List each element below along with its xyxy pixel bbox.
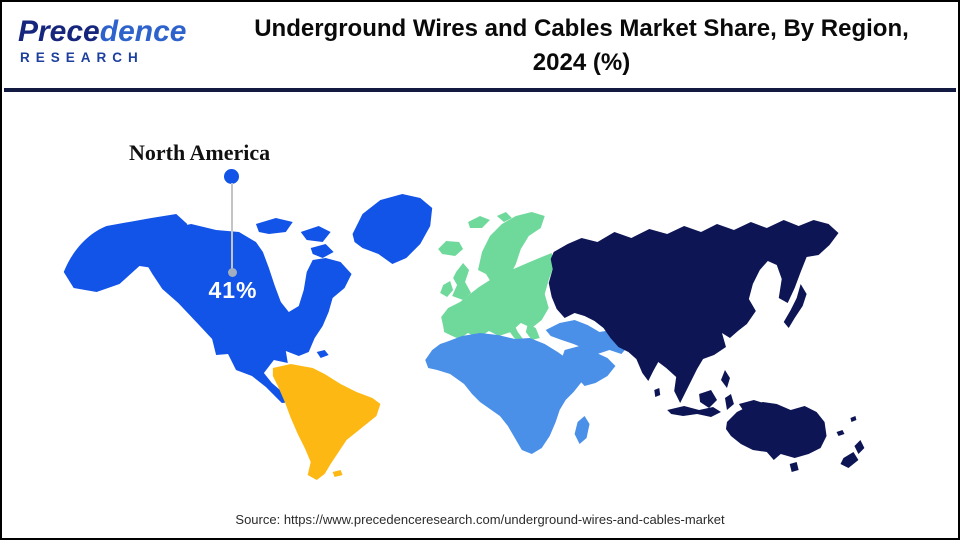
landmass-falklands[interactable]: [332, 470, 343, 477]
source-text: Source: https://www.precedenceresearch.c…: [235, 512, 725, 527]
landmass-britain[interactable]: [452, 263, 472, 300]
landmass-australia[interactable]: [725, 402, 827, 460]
landmass-svalbard[interactable]: [468, 212, 512, 228]
annotation-region-label: North America: [129, 140, 271, 165]
logo-wordmark-part2: dence: [99, 15, 187, 48]
region-asia-pacific[interactable]: [548, 220, 865, 472]
logo-wordmark: Precedence: [18, 16, 218, 48]
landmass-europe-mainland[interactable]: [441, 253, 554, 339]
landmass-philippines[interactable]: [720, 370, 730, 388]
region-europe[interactable]: [438, 212, 554, 343]
landmass-pacific-islands[interactable]: [836, 416, 857, 436]
header: Precedence RESEARCH Underground Wires an…: [4, 4, 956, 88]
annotation-leader-line: [231, 183, 233, 270]
world-map: [63, 194, 865, 480]
annotation-anchor-dot: [228, 268, 237, 277]
landmass-caribbean[interactable]: [286, 344, 329, 358]
annotation-value-label: 41%: [208, 277, 258, 303]
landmass-japan[interactable]: [783, 284, 807, 328]
region-middle-east-africa[interactable]: [425, 320, 628, 454]
landmass-scandinavia[interactable]: [478, 212, 545, 286]
chart-title-line2: 2024 (%): [532, 49, 631, 76]
landmass-africa[interactable]: [425, 333, 586, 454]
landmass-indonesia[interactable]: [667, 406, 721, 417]
landmass-sakhalin[interactable]: [784, 254, 795, 278]
chart-title-line1: Underground Wires and Cables Market Shar…: [254, 15, 909, 42]
chart-title: Underground Wires and Cables Market Shar…: [219, 12, 944, 80]
landmass-madagascar[interactable]: [574, 416, 590, 444]
landmass-borneo[interactable]: [699, 390, 718, 408]
landmass-italy[interactable]: [503, 315, 524, 343]
logo-subtitle: RESEARCH: [20, 50, 144, 65]
landmass-arabian-peninsula[interactable]: [562, 346, 616, 386]
landmass-south-america[interactable]: [272, 364, 381, 480]
region-north-america[interactable]: [63, 194, 433, 403]
header-divider: [4, 88, 956, 92]
landmass-tasmania[interactable]: [789, 462, 799, 472]
logo-wordmark-part1: Prece: [18, 15, 100, 48]
annotation-marker-dot: [224, 169, 239, 184]
landmass-greenland[interactable]: [352, 194, 433, 264]
landmass-new-zealand[interactable]: [840, 440, 865, 468]
landmass-arctic-islands[interactable]: [255, 218, 334, 258]
landmass-north-america-main[interactable]: [143, 224, 352, 403]
region-south-america[interactable]: [272, 364, 381, 480]
landmass-greece[interactable]: [525, 324, 540, 340]
landmass-asia-main[interactable]: [548, 220, 839, 403]
landmass-ireland[interactable]: [440, 281, 454, 297]
precedence-research-logo: Precedence RESEARCH: [18, 16, 218, 66]
landmass-sri-lanka[interactable]: [654, 388, 661, 397]
landmass-iceland[interactable]: [438, 241, 464, 256]
landmass-turkey-iran[interactable]: [545, 320, 628, 354]
landmass-sulawesi[interactable]: [724, 394, 734, 410]
